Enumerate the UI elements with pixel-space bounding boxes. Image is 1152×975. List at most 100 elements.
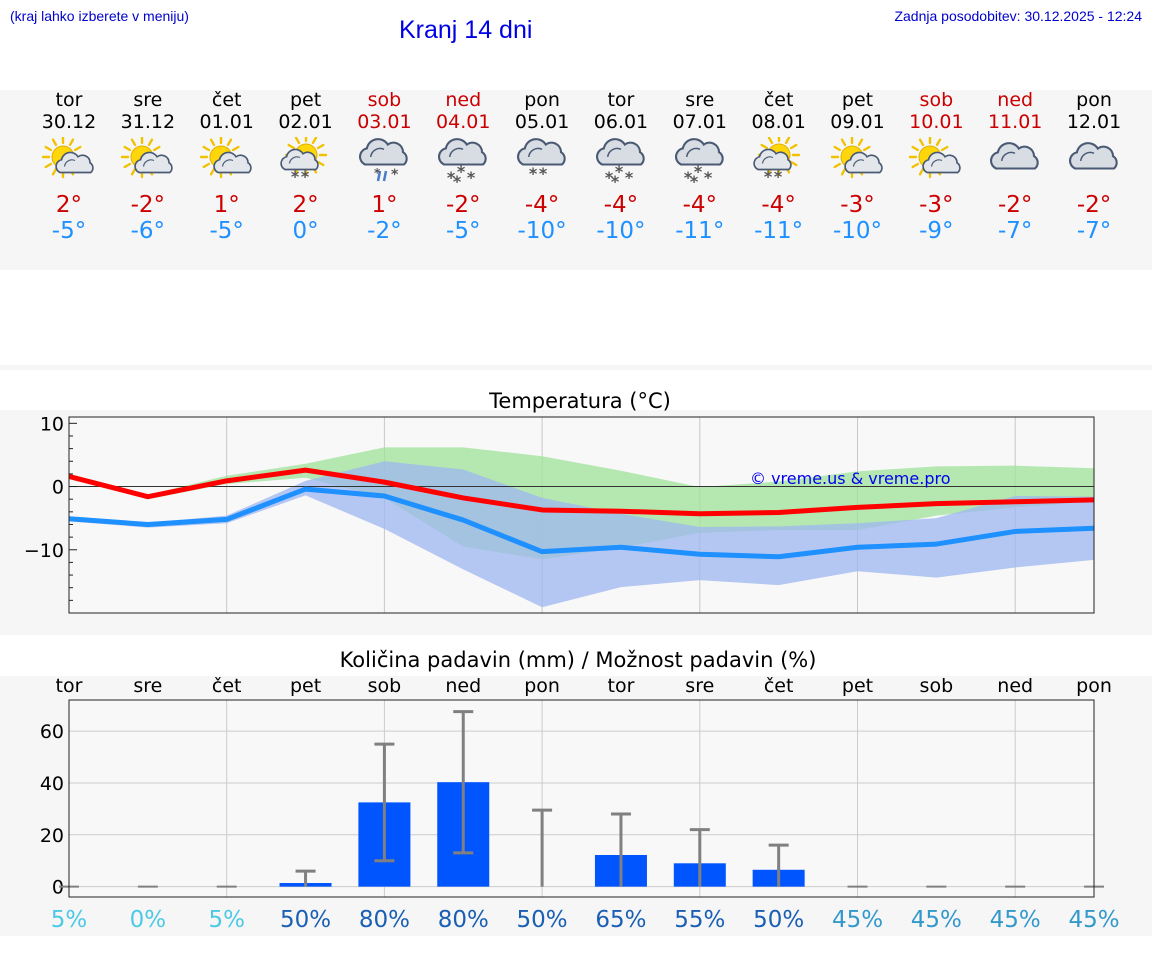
precipitation-probability: 45% bbox=[911, 907, 962, 933]
sun-cloud-snow-icon: * * bbox=[752, 137, 800, 186]
day-name: čet bbox=[211, 89, 242, 111]
category-label: tor bbox=[608, 675, 635, 697]
day-name: sre bbox=[133, 89, 163, 111]
svg-text:*: * bbox=[467, 168, 476, 187]
max-temperature: -3° bbox=[919, 192, 954, 218]
max-temperature: -4° bbox=[682, 192, 718, 218]
day-name: pon bbox=[524, 89, 560, 111]
day-name: sre bbox=[685, 89, 715, 111]
sun-cloud-icon bbox=[909, 137, 962, 179]
precipitation-probability: 5% bbox=[208, 907, 245, 933]
day-column: pon 05.01 * * -4° -10° bbox=[502, 89, 582, 244]
day-column: sob 10.01 -3° -9° bbox=[896, 89, 976, 244]
day-date: 11.01 bbox=[987, 111, 1043, 133]
svg-text:*: * bbox=[690, 172, 699, 191]
sun-cloud-icon bbox=[830, 137, 883, 179]
precipitation-probability: 50% bbox=[753, 907, 804, 933]
day-column: pet 02.01 * * 2° 0° bbox=[266, 89, 346, 244]
category-label: čet bbox=[212, 675, 242, 697]
min-temperature: -2° bbox=[367, 218, 402, 244]
day-date: 10.01 bbox=[909, 111, 964, 133]
cloud-icon bbox=[990, 142, 1039, 170]
temperature-chart-title: Temperatura (°C) bbox=[488, 389, 671, 413]
max-temperature: 1° bbox=[213, 192, 240, 218]
day-date: 08.01 bbox=[751, 111, 806, 133]
day-date: 31.12 bbox=[120, 111, 176, 133]
svg-text:*: * bbox=[694, 162, 703, 181]
category-label: sre bbox=[685, 675, 714, 697]
category-label: ned bbox=[445, 675, 481, 697]
max-temperature: -4° bbox=[524, 192, 560, 218]
svg-text:*: * bbox=[704, 168, 713, 187]
category-label: sob bbox=[368, 675, 402, 697]
svg-text:*: * bbox=[763, 167, 772, 186]
y-tick-label: 0 bbox=[52, 477, 64, 499]
day-column: pon 12.01 -2° -7° bbox=[1054, 89, 1134, 244]
last-updated: Zadnja posodobitev: 30.12.2025 - 12:24 bbox=[894, 8, 1142, 24]
precipitation-chart: Količina padavin (mm) / Možnost padavin … bbox=[40, 648, 1120, 933]
cloud-sleet-icon: ** bbox=[359, 138, 409, 183]
min-temperature: 0° bbox=[292, 218, 319, 244]
day-name: tor bbox=[607, 89, 635, 111]
max-temperature: 1° bbox=[371, 192, 398, 218]
precipitation-plot-area bbox=[69, 700, 1094, 897]
svg-text:*: * bbox=[539, 164, 548, 183]
sun-cloud-snow-icon: * * bbox=[279, 137, 327, 186]
svg-text:*: * bbox=[611, 172, 620, 191]
svg-text:*: * bbox=[453, 172, 462, 191]
precipitation-probability: 5% bbox=[51, 907, 88, 933]
day-name: sob bbox=[919, 89, 954, 111]
min-temperature: -9° bbox=[919, 218, 954, 244]
category-label: čet bbox=[764, 675, 794, 697]
precipitation-probability: 45% bbox=[1068, 907, 1119, 933]
max-temperature: -4° bbox=[603, 192, 639, 218]
precipitation-probability: 0% bbox=[130, 907, 167, 933]
day-date: 04.01 bbox=[436, 111, 491, 133]
cloud-icon bbox=[1069, 142, 1118, 170]
day-column: tor 30.12 2° -5° bbox=[29, 89, 109, 244]
max-temperature: -3° bbox=[840, 192, 875, 218]
category-label: pet bbox=[842, 675, 873, 697]
day-date: 03.01 bbox=[357, 111, 412, 133]
day-date: 02.01 bbox=[278, 111, 333, 133]
day-column: pet 09.01 -3° -10° bbox=[818, 89, 898, 244]
sun-cloud-icon bbox=[120, 137, 173, 179]
max-temperature: -4° bbox=[761, 192, 796, 218]
category-label: sob bbox=[920, 675, 954, 697]
category-label: pon bbox=[1076, 675, 1112, 697]
day-column: sre 31.12 -2° -6° bbox=[108, 89, 188, 244]
max-temperature: 2° bbox=[55, 192, 83, 218]
day-name: ned bbox=[997, 89, 1034, 111]
min-temperature: -5° bbox=[446, 218, 481, 244]
max-temperature: -2° bbox=[1076, 192, 1112, 218]
svg-text:*: * bbox=[615, 162, 624, 181]
precipitation-chart-title: Količina padavin (mm) / Možnost padavin … bbox=[340, 648, 817, 672]
cloud-snow-icon: * * ** bbox=[674, 138, 724, 191]
day-name: pon bbox=[1076, 89, 1112, 111]
day-date: 07.01 bbox=[672, 111, 727, 133]
min-temperature: -6° bbox=[130, 218, 166, 244]
forecast-strip-background bbox=[0, 90, 1152, 270]
svg-text:*: * bbox=[391, 167, 399, 183]
precipitation-probability: 55% bbox=[674, 907, 725, 933]
temperature-chart: Temperatura (°C) 10 0 −10 © vreme.us & vreme… bbox=[24, 389, 1095, 614]
day-name: ned bbox=[445, 89, 482, 111]
day-name: tor bbox=[55, 89, 83, 111]
page-title: Kranj 14 dni bbox=[399, 16, 533, 44]
sun-cloud-icon bbox=[199, 137, 252, 179]
day-date: 12.01 bbox=[1066, 111, 1122, 133]
sun-cloud-icon bbox=[41, 137, 94, 179]
day-column: tor 06.01 * * * * -4° -10° bbox=[581, 89, 661, 244]
day-column: sre 07.01 * * * * -4° -11° bbox=[660, 89, 740, 244]
series-line-min bbox=[68, 486, 1095, 560]
series-line-max bbox=[68, 467, 1095, 517]
svg-text:*: * bbox=[290, 167, 299, 186]
range-band-min-range bbox=[69, 461, 1095, 608]
svg-text:*: * bbox=[684, 168, 693, 187]
svg-text:*: * bbox=[300, 167, 309, 186]
precipitation-probability: 50% bbox=[517, 907, 568, 933]
day-date: 01.01 bbox=[199, 111, 254, 133]
location-menu-hint[interactable]: (kraj lahko izberete v meniju) bbox=[10, 8, 189, 24]
y-tick-label: 20 bbox=[40, 825, 64, 847]
precipitation-probability: 45% bbox=[832, 907, 883, 933]
